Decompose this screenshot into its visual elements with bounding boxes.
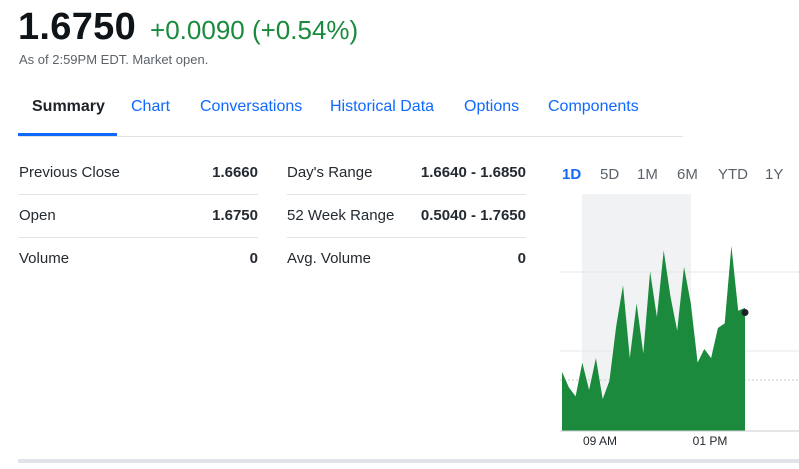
quote-tabs: Summary Chart Conversations Historical D… — [18, 90, 683, 137]
stat-value: 0 — [249, 250, 258, 267]
stat-value: 1.6660 — [212, 164, 258, 181]
last-price-marker — [741, 309, 749, 316]
stat-label: Day's Range — [287, 164, 373, 181]
price-change: +0.0090 (+0.54%) — [150, 15, 359, 45]
stat-value: 0 — [517, 250, 526, 267]
price-area — [562, 246, 745, 431]
range-1y[interactable]: 1Y — [765, 166, 784, 183]
market-status: As of 2:59PM EDT. Market open. — [19, 52, 209, 67]
range-6m[interactable]: 6M — [677, 166, 698, 183]
stat-open: Open 1.6750 — [19, 195, 258, 238]
stat-value: 0.5040 - 1.7650 — [420, 207, 526, 224]
section-divider — [18, 459, 799, 463]
stat-label: Previous Close — [19, 164, 120, 181]
tab-chart[interactable]: Chart — [131, 98, 171, 115]
tab-conversations[interactable]: Conversations — [200, 98, 303, 115]
stat-label: Avg. Volume — [287, 250, 371, 267]
quote-header: 1.6750 +0.0090 (+0.54%) — [18, 6, 358, 49]
stat-value: 1.6750 — [212, 207, 258, 224]
range-ytd[interactable]: YTD — [718, 166, 748, 183]
stat-previous-close: Previous Close 1.6660 — [19, 152, 258, 195]
stat-label: 52 Week Range — [287, 207, 395, 224]
range-5d[interactable]: 5D — [600, 166, 620, 183]
stat-52-week-range: 52 Week Range 0.5040 - 1.7650 — [287, 195, 526, 238]
stat-avg-volume: Avg. Volume 0 — [287, 238, 526, 281]
intraday-chart[interactable]: 09 AM 01 PM — [560, 190, 799, 450]
price-series — [562, 246, 749, 431]
current-price: 1.6750 — [18, 6, 137, 48]
range-1m[interactable]: 1M — [637, 166, 658, 183]
stat-label: Open — [19, 207, 56, 224]
tab-historical-data[interactable]: Historical Data — [330, 98, 435, 115]
tab-components[interactable]: Components — [548, 98, 639, 115]
x-tick-label: 09 AM — [583, 434, 617, 448]
tab-summary[interactable]: Summary — [32, 98, 105, 115]
chart-range-selector: 1D 5D 1M 6M YTD 1Y — [560, 166, 799, 186]
x-tick-label: 01 PM — [693, 434, 728, 448]
range-1d[interactable]: 1D — [562, 166, 582, 183]
stat-volume: Volume 0 — [19, 238, 258, 281]
stat-value: 1.6640 - 1.6850 — [420, 164, 526, 181]
stat-label: Volume — [19, 250, 70, 267]
stat-days-range: Day's Range 1.6640 - 1.6850 — [287, 152, 526, 195]
tab-options[interactable]: Options — [464, 98, 520, 115]
active-tab-indicator — [18, 133, 117, 136]
